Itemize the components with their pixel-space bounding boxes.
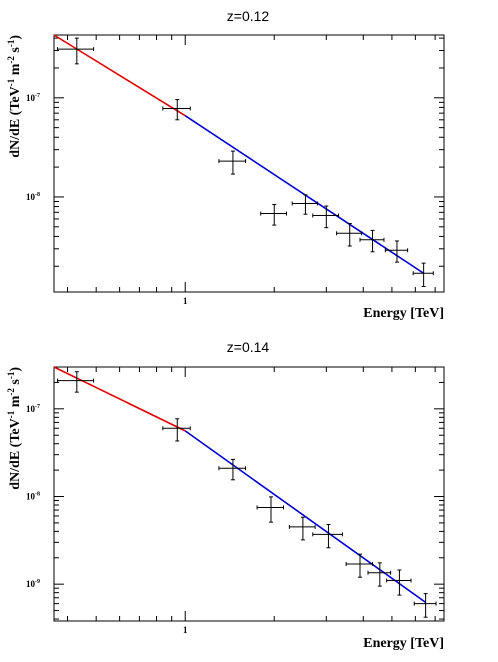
chart-title: z=0.12 xyxy=(227,8,270,24)
y-axis-title-part: dN/dE (TeV xyxy=(8,86,23,157)
data-point xyxy=(412,262,434,287)
data-point xyxy=(218,150,247,175)
chart-title: z=0.14 xyxy=(227,339,270,355)
y-tick-label: 10-8 xyxy=(26,192,40,202)
y-axis-title-exp: -1 xyxy=(6,39,16,47)
y-axis-title-part: m xyxy=(8,63,23,79)
y-tick-label: 10-7 xyxy=(26,93,40,103)
data-point xyxy=(57,371,95,393)
y-axis-title-exp: -1 xyxy=(6,78,16,86)
fit-line xyxy=(184,430,427,604)
y-tick-label: 10-8 xyxy=(26,491,40,501)
data-point xyxy=(367,562,392,587)
data-point xyxy=(312,523,343,549)
data-point xyxy=(57,37,95,65)
plot-frame xyxy=(53,366,445,622)
chart-panel-bottom: z=0.14 Energy [TeV] dN/dE (TeV-1 m-2 s-1… xyxy=(6,339,445,651)
y-axis-title-part: m xyxy=(8,395,23,411)
data-point xyxy=(336,222,363,247)
chart-marks: 1 10-7 10-8 xyxy=(26,34,444,306)
y-axis-title-part: s xyxy=(8,47,23,57)
y-tick-label: 10-9 xyxy=(26,579,40,589)
y-axis-title-part: s xyxy=(8,379,23,389)
fit-line xyxy=(53,34,186,117)
y-axis-title-exp: -1 xyxy=(6,371,16,379)
chart-panel-top: z=0.12 Energy [TeV] dN/dE (TeV-1 m-2 s-1… xyxy=(6,8,445,321)
y-axis-title: dN/dE (TeV-1 m-2 s-1) xyxy=(6,367,23,490)
x-axis-title: Energy [TeV] xyxy=(363,306,444,321)
y-axis-title-part: ) xyxy=(8,35,23,40)
data-point xyxy=(218,458,247,481)
data-point xyxy=(345,553,374,578)
data-point xyxy=(256,496,285,523)
data-point xyxy=(312,205,340,229)
data-point xyxy=(162,418,191,442)
plot-frame xyxy=(53,34,445,293)
y-axis-title-exp: -1 xyxy=(6,410,16,418)
data-point xyxy=(260,203,287,226)
y-axis-title-part: dN/dE (TeV xyxy=(8,418,23,489)
x-axis-title: Energy [TeV] xyxy=(363,636,444,651)
data-point xyxy=(291,194,318,215)
y-axis-title-exp: -2 xyxy=(6,56,16,64)
data-point xyxy=(386,569,412,596)
data-point xyxy=(288,516,316,541)
x-tick-label: 1 xyxy=(183,625,188,635)
data-point xyxy=(384,240,409,263)
y-axis-title: dN/dE (TeV-1 m-2 s-1) xyxy=(6,35,23,158)
data-point xyxy=(413,593,437,618)
y-tick-label: 10-7 xyxy=(26,404,40,414)
data-point xyxy=(162,99,191,121)
x-tick-label: 1 xyxy=(183,296,188,306)
y-axis-title-exp: -2 xyxy=(6,388,16,396)
data-point xyxy=(359,229,385,253)
chart-marks: 1 10-7 10-8 10-9 xyxy=(26,366,444,635)
fit-line xyxy=(53,366,186,432)
y-axis-title-part: ) xyxy=(8,367,23,372)
